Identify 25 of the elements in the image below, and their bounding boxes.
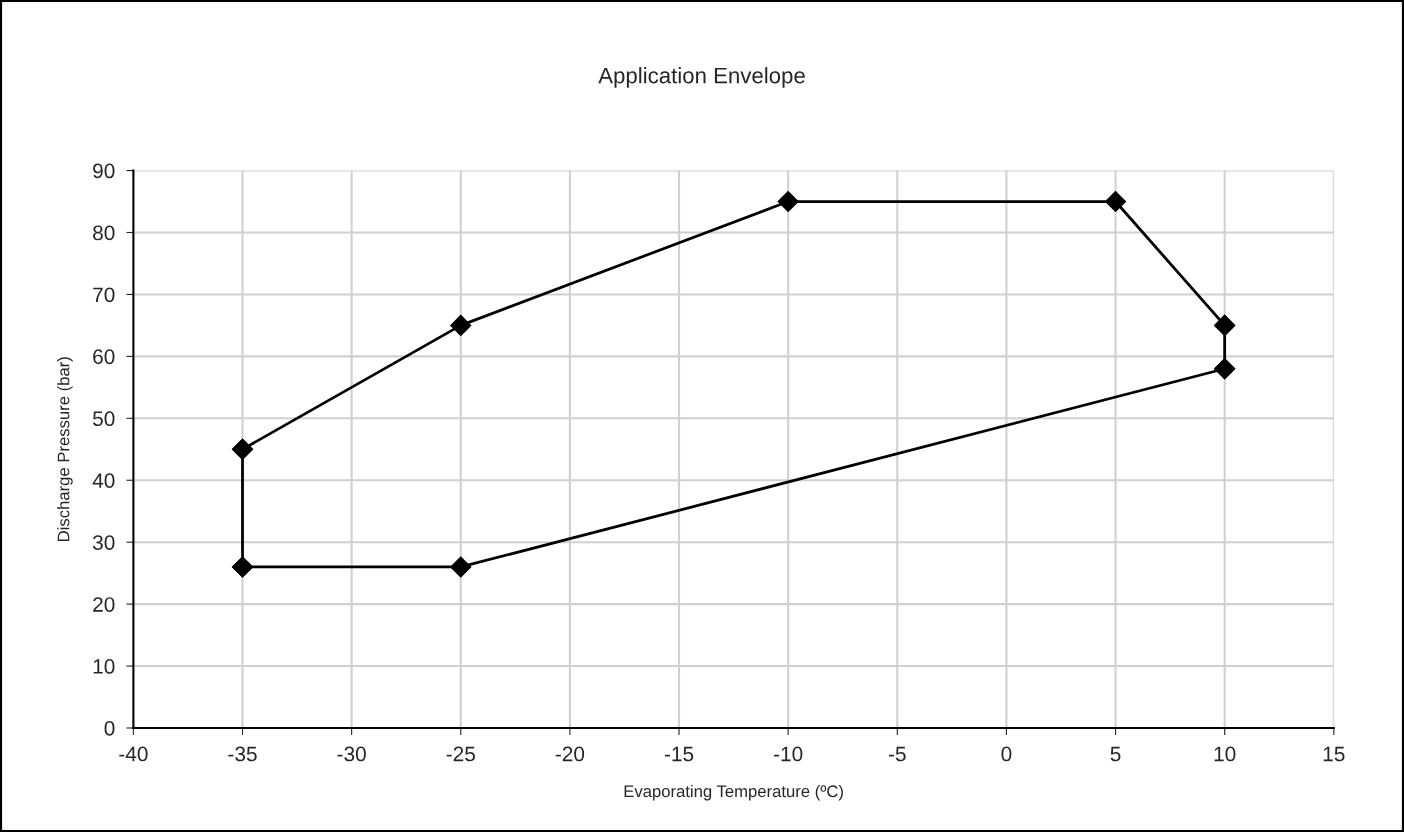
x-tick-label: 5 (1110, 746, 1121, 762)
y-tick-label: 60 (93, 349, 115, 365)
x-tick-label: -15 (664, 746, 694, 762)
y-axis-title: Discharge Pressure (bar) (57, 357, 73, 541)
x-tick-label: -20 (555, 746, 585, 762)
y-tick-label: 90 (93, 163, 115, 179)
x-tick-label: -30 (337, 746, 366, 762)
x-tick-label: -35 (228, 746, 257, 762)
y-tick-label: 40 (92, 473, 115, 488)
x-tick-label: -40 (119, 746, 148, 762)
x-tick-label: -5 (888, 746, 906, 762)
x-tick-label: 0 (1001, 746, 1012, 762)
y-tick-label: 70 (93, 287, 115, 303)
x-tick-label: -10 (774, 746, 803, 762)
y-tick-label: 80 (93, 225, 115, 241)
y-tick-label: 10 (93, 659, 115, 674)
x-tick-label: 10 (1214, 746, 1236, 762)
y-tick-label: 0 (104, 721, 115, 736)
y-tick-label: 30 (92, 535, 115, 550)
x-axis-title: Evaporating Temperature (ºC) (624, 784, 843, 801)
y-tick-label: 50 (92, 411, 115, 427)
x-tick-label: -25 (446, 746, 475, 762)
y-tick-label: 20 (93, 597, 115, 612)
chart-subtitle: Application Envelope (598, 67, 805, 88)
x-tick-label: 15 (1323, 746, 1345, 762)
